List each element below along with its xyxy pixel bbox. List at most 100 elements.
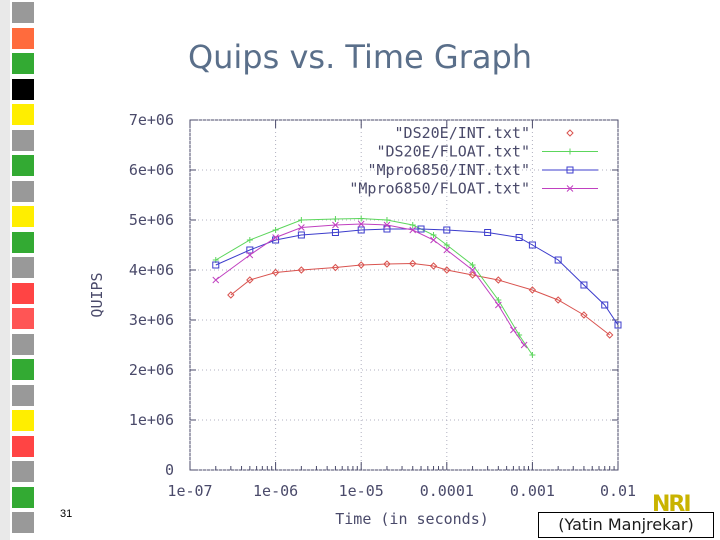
data-point [271,268,280,277]
side-strip-block [12,257,34,278]
data-point [409,226,417,234]
side-strip-block [12,384,34,406]
data-point [417,225,425,233]
side-strip-block [12,435,34,457]
side-strip-block [12,461,34,482]
legend-label: "Mpro6850/INT.txt" [367,161,530,179]
data-point [430,236,437,244]
data-point [358,215,365,222]
side-strip-block [12,53,34,74]
data-point [357,226,365,234]
side-strip-block [12,410,34,431]
data-point [469,262,476,268]
y-tick-label: 6e+06 [129,161,174,179]
y-tick-label: 7e+06 [129,111,174,129]
series-line [215,228,619,326]
data-point [494,276,503,284]
legend-label: "DS20E/INT.txt" [395,124,530,142]
data-point [580,281,588,289]
x-tick-label: 0.01 [600,482,636,500]
legend-marker [566,166,574,174]
side-strip-block [12,359,34,380]
side-strip-block [12,308,34,329]
series-line [215,217,533,356]
legend-marker [566,129,574,137]
side-strip-block [12,486,34,508]
side-strip-block [12,27,34,49]
data-point [272,227,279,233]
data-point [614,321,622,329]
data-point [443,242,450,248]
data-point [383,217,390,223]
plot-frame [189,119,619,471]
data-point [357,220,365,228]
side-strip-block [12,180,34,202]
side-strip-block [12,282,34,304]
x-tick-label: 0.001 [510,482,555,500]
data-point [246,246,254,254]
data-point [227,291,235,299]
data-point [246,237,253,243]
data-point [520,341,528,349]
legend-label: "DS20E/FLOAT.txt" [376,143,530,161]
side-strip-block [12,104,34,125]
legend-label: "Mpro6850/FLOAT.txt" [349,180,530,198]
data-point [332,216,339,222]
y-tick-label: 0 [165,461,174,479]
side-strip-block [12,129,34,151]
data-point [529,352,536,358]
data-point [297,266,306,274]
data-point [528,286,537,294]
data-point [554,256,562,264]
y-tick-label: 2e+06 [129,361,174,379]
x-tick-label: 1e-06 [253,482,298,500]
data-point [443,246,451,254]
data-point [601,301,609,309]
data-point [495,297,502,303]
data-point [469,266,476,274]
series-line [230,262,611,336]
side-strip-block [12,512,34,533]
legend-marker [567,148,573,155]
side-strip-block [12,231,34,253]
slide-title: Quips vs. Time Graph [187,38,533,76]
data-point [510,326,517,334]
data-point [298,217,305,223]
side-strip-block [12,206,34,227]
y-axis-label: QUIPS [88,272,106,317]
side-strip-block [12,2,34,23]
data-point [383,260,391,268]
data-point [515,234,523,241]
data-point [383,221,391,229]
data-point [331,263,340,272]
series-line [215,223,525,346]
data-point [605,331,614,339]
x-tick-label: 1e-05 [339,482,384,500]
x-tick-label: 0.0001 [420,482,474,500]
data-point [298,224,305,231]
decorative-side-strip [0,0,46,540]
data-point [468,271,477,279]
data-point [297,231,305,239]
y-tick-label: 3e+06 [129,311,174,329]
data-point [429,262,438,270]
side-strip-block [12,155,34,176]
x-tick-label: 1e-07 [167,482,212,500]
data-point [409,259,417,268]
data-point [430,232,437,238]
y-tick-label: 5e+06 [129,211,174,229]
logo-mark: NRI [652,492,692,517]
author-credit: (Yatin Manjrekar) [538,512,714,538]
data-point [383,225,391,233]
data-point [443,226,451,234]
data-point [443,266,451,274]
data-point [484,229,492,236]
data-point [246,251,254,259]
side-strip-block [12,333,34,355]
data-point [272,234,279,241]
data-point [409,222,416,228]
data-point [554,296,562,304]
data-point [332,221,339,229]
x-axis-label: Time (in seconds) [335,510,489,528]
